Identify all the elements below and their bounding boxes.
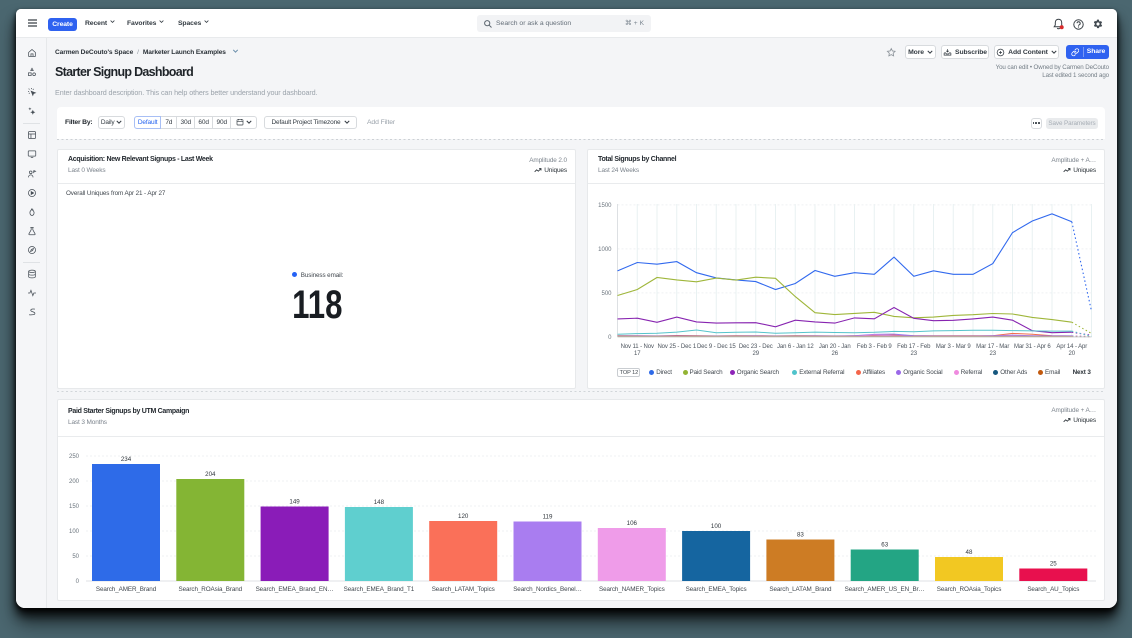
svg-text:149: 149: [289, 499, 300, 506]
svg-text:48: 48: [966, 549, 973, 556]
svg-text:1500: 1500: [598, 203, 612, 209]
svg-text:200: 200: [69, 479, 80, 485]
svg-text:100: 100: [69, 529, 80, 535]
svg-text:25: 25: [1050, 561, 1057, 568]
svg-text:0: 0: [76, 579, 80, 585]
svg-text:0: 0: [608, 335, 612, 341]
svg-text:119: 119: [543, 514, 553, 521]
svg-text:204: 204: [205, 471, 216, 478]
svg-text:63: 63: [881, 542, 888, 549]
svg-text:83: 83: [797, 532, 804, 539]
svg-text:250: 250: [69, 454, 80, 460]
svg-text:234: 234: [121, 456, 132, 463]
svg-text:500: 500: [601, 291, 612, 297]
svg-text:106: 106: [627, 520, 638, 527]
svg-text:150: 150: [69, 504, 80, 510]
svg-text:120: 120: [458, 513, 469, 520]
svg-text:100: 100: [711, 523, 722, 530]
svg-text:148: 148: [374, 499, 385, 506]
svg-text:1000: 1000: [598, 247, 612, 253]
svg-text:50: 50: [72, 554, 79, 560]
